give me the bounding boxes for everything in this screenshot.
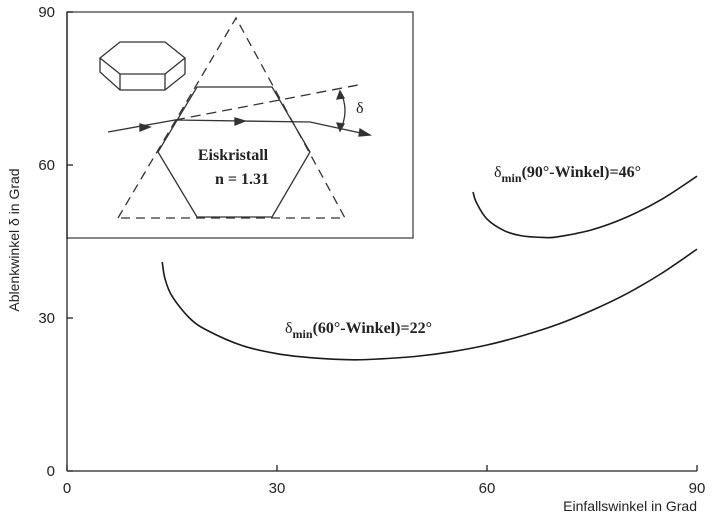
y-axis-label: Ablenkwinkel δ in Grad xyxy=(6,168,22,311)
x-tick-label: 60 xyxy=(479,480,496,497)
ray-extension xyxy=(174,84,359,121)
annotation-symbol: δ xyxy=(285,320,293,337)
inset-title: Eiskristall xyxy=(198,147,269,164)
inset-index: n = 1.31 xyxy=(215,171,269,188)
prism-side xyxy=(99,58,186,91)
prism-top xyxy=(98,41,187,75)
arrow xyxy=(336,122,346,133)
y-tick-label: 0 xyxy=(47,463,55,480)
arrow xyxy=(234,117,247,126)
arrow xyxy=(358,127,373,137)
x-axis-label: Einfallswinkel in Grad xyxy=(563,498,697,514)
inset xyxy=(66,11,414,239)
triangle xyxy=(116,16,347,219)
inset-angle: δ xyxy=(356,100,364,117)
inset-frame xyxy=(66,11,414,239)
y-tick-label: 60 xyxy=(38,157,55,174)
annotation: δmin(90°-Winkel)=46° xyxy=(494,164,641,185)
x-tick-label: 0 xyxy=(63,480,71,497)
annotation: δmin(60°-Winkel)=22° xyxy=(285,320,432,341)
x-tick-label: 30 xyxy=(269,480,286,497)
annotation-text: (60°-Winkel)=22° xyxy=(313,320,432,337)
arrow xyxy=(139,123,152,132)
curve xyxy=(472,175,698,239)
curve xyxy=(161,248,698,361)
y-tick-label: 30 xyxy=(38,310,55,327)
arrow xyxy=(336,89,346,100)
x-tick-label: 90 xyxy=(689,480,706,497)
y-tick-label: 90 xyxy=(38,4,55,21)
annotation-text: (90°-Winkel)=46° xyxy=(522,164,641,181)
hexagon xyxy=(157,86,311,218)
annotation-sub: min xyxy=(502,171,522,185)
annotation-sub: min xyxy=(293,327,313,341)
annotation-symbol: δ xyxy=(494,164,502,181)
